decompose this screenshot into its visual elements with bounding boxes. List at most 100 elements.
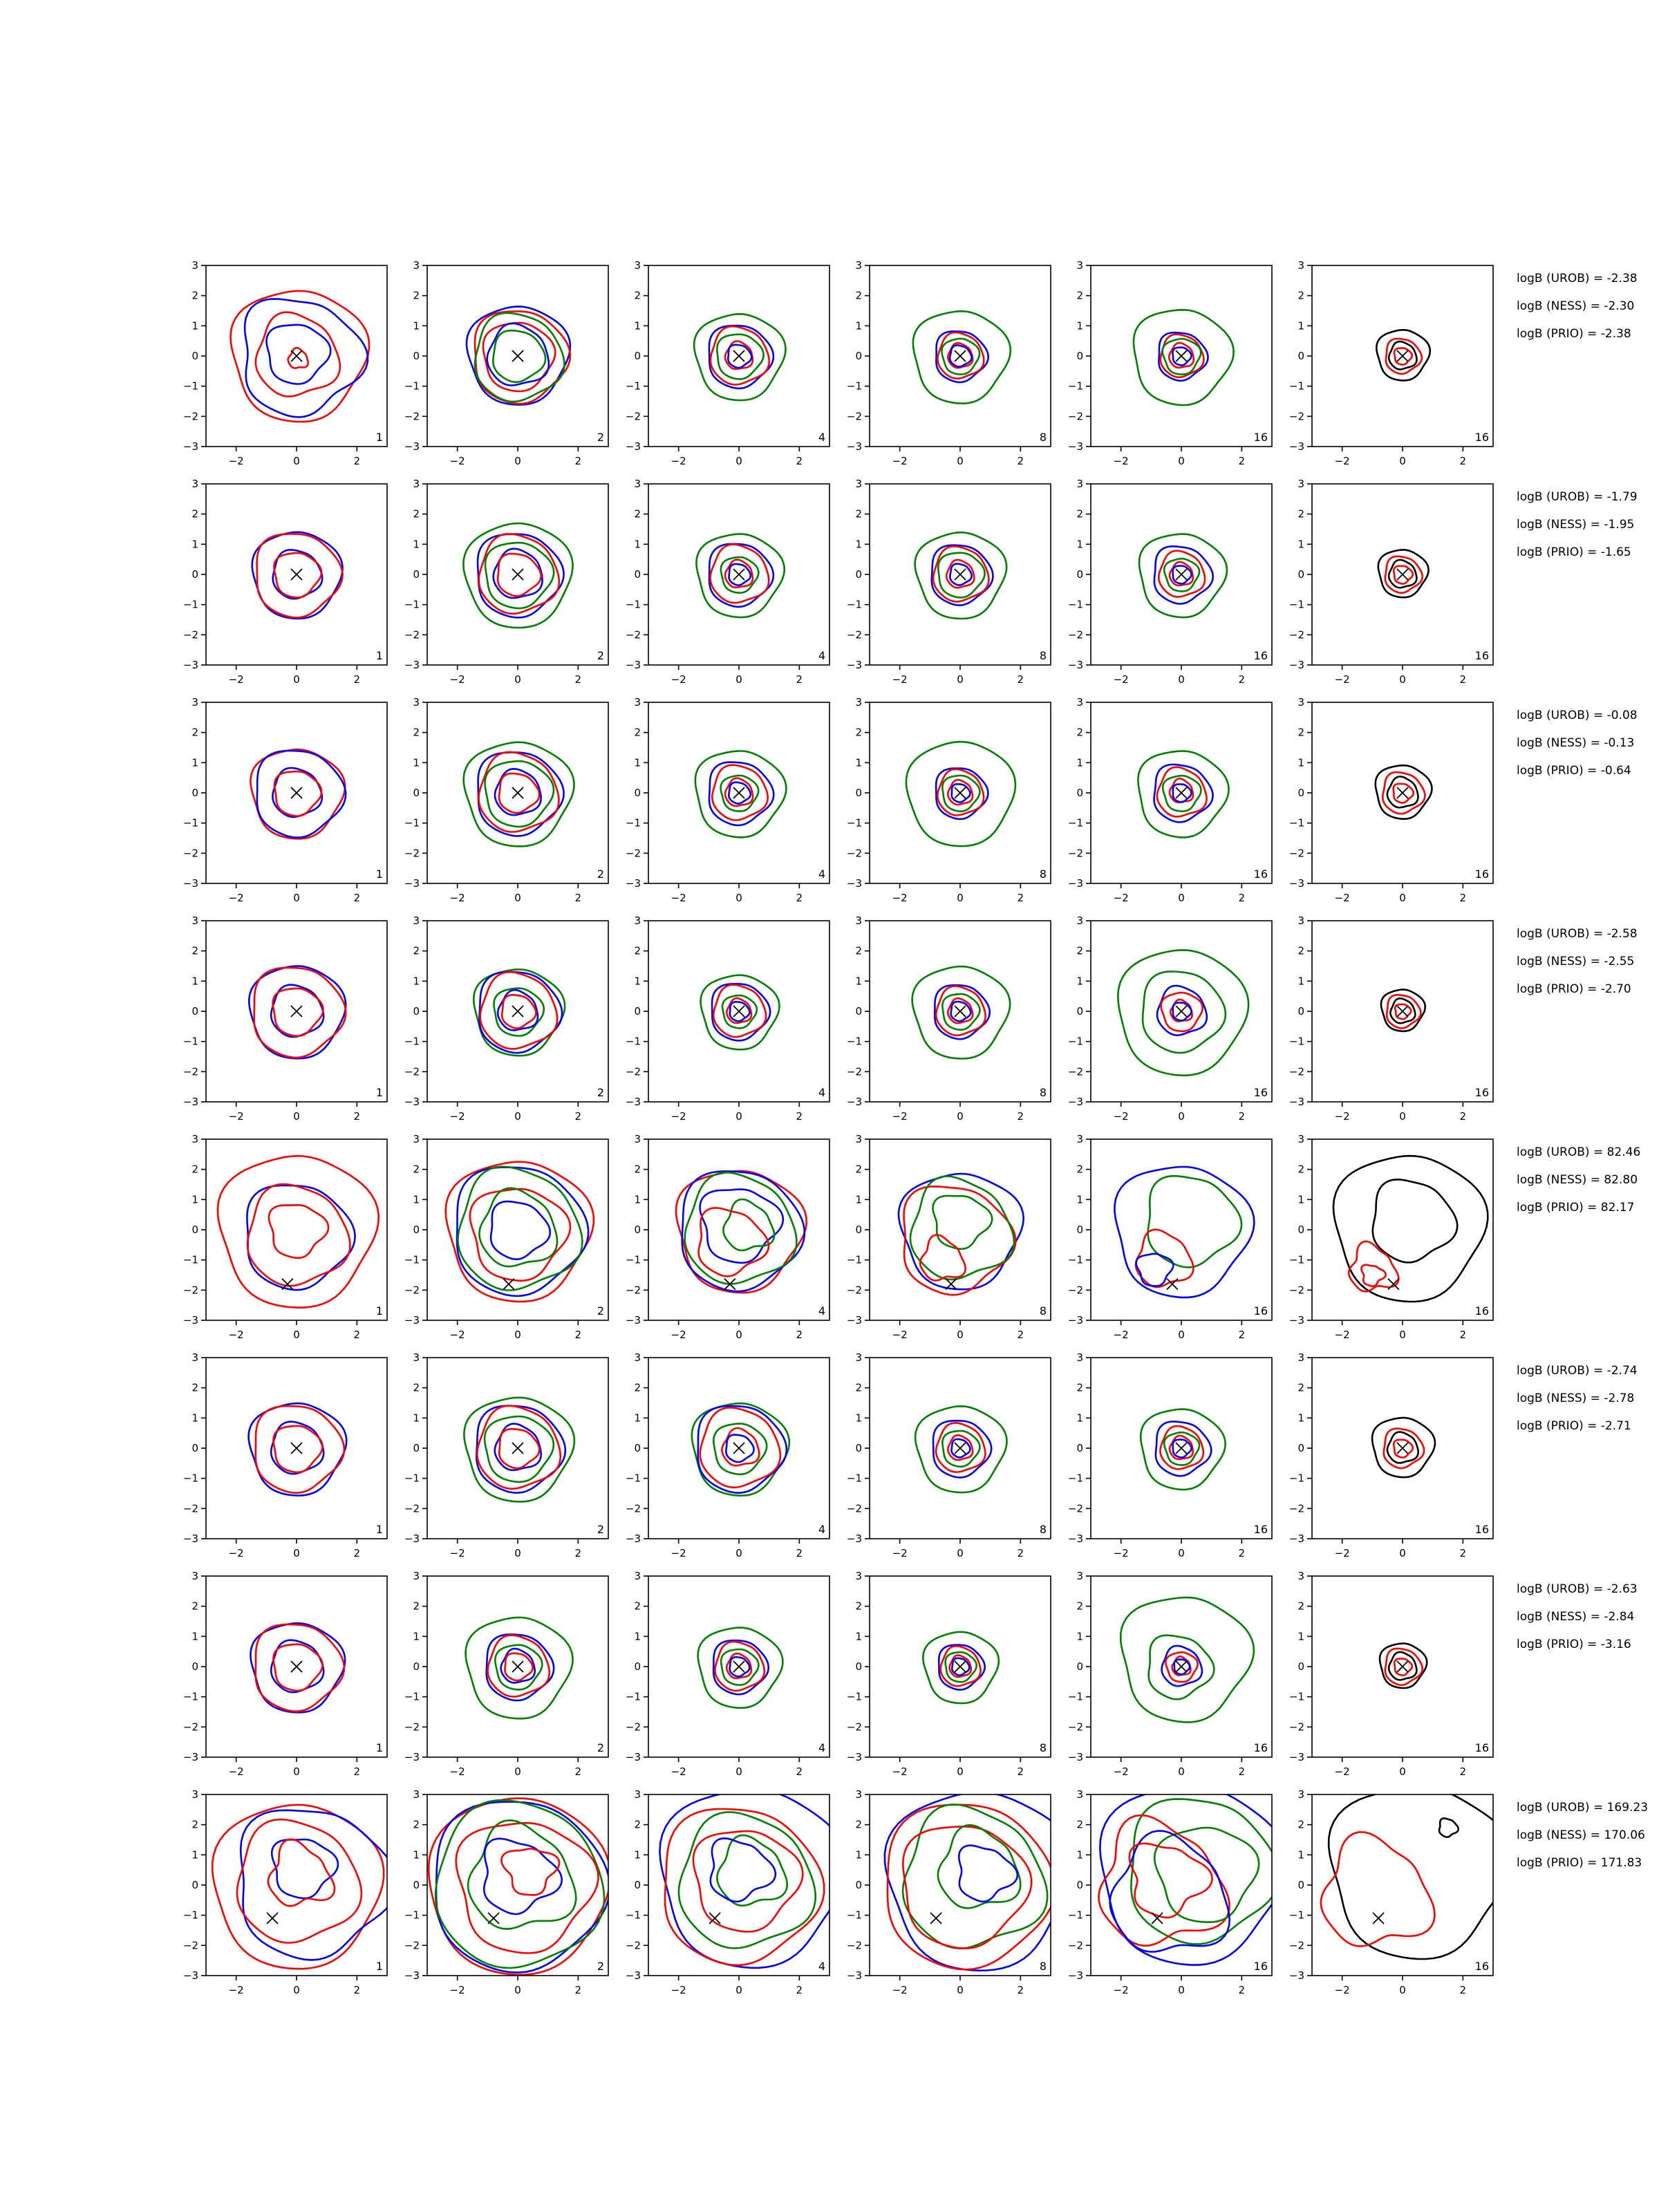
y-tick-label: −2 xyxy=(626,1721,641,1733)
panel-label: 1 xyxy=(376,649,383,662)
y-tick-label: −3 xyxy=(626,1751,641,1763)
x-tick-label: 2 xyxy=(354,1765,361,1778)
x-tick-label: 0 xyxy=(1178,1110,1185,1123)
contour-group xyxy=(462,522,574,629)
y-tick-label: 0 xyxy=(1076,350,1083,362)
y-tick-label: −1 xyxy=(1068,1691,1083,1703)
contour-group xyxy=(216,1154,379,1309)
contour-prio-5 xyxy=(726,997,753,1024)
contour-prio-1 xyxy=(427,1797,608,1976)
marker-stroke xyxy=(281,1277,294,1291)
panel-label: 4 xyxy=(818,1304,825,1318)
x-tick-label: 2 xyxy=(796,1329,803,1341)
y-tick-label: 0 xyxy=(1076,1224,1083,1236)
x-tick-label: 2 xyxy=(575,892,582,904)
y-tick-label: 3 xyxy=(634,696,641,709)
y-tick-label: 0 xyxy=(413,1005,420,1018)
x-tick-label: 2 xyxy=(1460,1984,1467,1996)
contour-prio-2 xyxy=(1385,994,1422,1029)
contour-ness-1 xyxy=(1138,533,1228,619)
y-tick-label: −1 xyxy=(183,817,198,830)
true-value-marker xyxy=(512,1005,524,1018)
panel-r3-c3: −2 0 2 −3 −2 −1 0 1 2 3 4 xyxy=(626,696,830,904)
contour-prio-5 xyxy=(945,559,975,589)
contour-prio-3 xyxy=(937,768,985,816)
panel-label: 1 xyxy=(376,431,383,444)
contour-group xyxy=(463,1396,576,1503)
y-tick-label: 1 xyxy=(413,1848,420,1861)
contour-reference-3 xyxy=(1387,559,1418,589)
panel-label: 8 xyxy=(1040,1304,1047,1318)
contour-prio-3 xyxy=(935,1422,986,1473)
x-tick-label: 2 xyxy=(1018,1110,1024,1123)
y-tick-label: 2 xyxy=(855,945,862,957)
y-tick-label: −1 xyxy=(1289,817,1304,830)
contour-ness-1 xyxy=(1139,1408,1226,1491)
contour-prio-6 xyxy=(500,994,537,1029)
y-tick-label: 1 xyxy=(413,1412,420,1424)
panel-label: 16 xyxy=(1254,1741,1268,1754)
y-tick-label: −2 xyxy=(626,1502,641,1515)
logb-label: logB (PRIO) = -0.64 xyxy=(1517,764,1631,778)
contour-prio-2 xyxy=(256,533,344,619)
x-tick-label: −2 xyxy=(671,1329,686,1341)
contour-group xyxy=(1378,1642,1428,1689)
y-tick-label: 0 xyxy=(191,1005,198,1018)
y-tick-label: 2 xyxy=(634,508,641,521)
y-tick-label: −3 xyxy=(1068,1751,1083,1763)
y-tick-label: 2 xyxy=(855,1382,862,1394)
true-value-marker xyxy=(954,1005,966,1018)
logb-label: logB (UROB) = 169.23 xyxy=(1517,1801,1648,1815)
y-tick-label: 1 xyxy=(634,538,641,550)
y-tick-label: −1 xyxy=(183,599,198,611)
y-tick-label: 3 xyxy=(1297,1133,1304,1145)
panel-label: 1 xyxy=(376,1741,383,1754)
y-tick-label: 3 xyxy=(855,1788,862,1801)
y-tick-label: 1 xyxy=(634,1412,641,1424)
contour-urob-3 xyxy=(270,1639,325,1694)
x-tick-label: −2 xyxy=(450,1110,465,1123)
contour-prio-3 xyxy=(487,1634,551,1698)
contour-urob-4 xyxy=(265,324,332,385)
y-tick-label: 0 xyxy=(855,568,862,581)
y-tick-label: 2 xyxy=(634,290,641,302)
x-tick-label: 0 xyxy=(1178,1329,1185,1341)
y-tick-label: −1 xyxy=(183,1254,198,1266)
panel-r2-c2: −2 0 2 −3 −2 −1 0 1 2 3 2 xyxy=(404,478,609,686)
true-value-marker xyxy=(266,1912,279,1924)
x-tick-label: 0 xyxy=(735,1110,742,1123)
y-tick-label: −3 xyxy=(626,1314,641,1327)
contour-prio-2 xyxy=(1382,1427,1425,1470)
contour-ness-5 xyxy=(478,1187,559,1268)
y-tick-label: 2 xyxy=(1297,508,1304,521)
y-tick-label: 3 xyxy=(1297,1570,1304,1582)
contour-group xyxy=(1380,988,1426,1033)
logb-label: logB (UROB) = -1.79 xyxy=(1517,490,1638,504)
contour-group xyxy=(914,1405,1008,1494)
marker-stroke xyxy=(1151,1912,1163,1924)
contour-urob-6 xyxy=(1173,1658,1191,1676)
x-tick-label: 0 xyxy=(293,455,300,467)
contour-urob-2 xyxy=(239,1809,387,1961)
marker-stroke xyxy=(512,350,524,362)
x-tick-label: −2 xyxy=(229,892,244,904)
y-tick-label: −2 xyxy=(847,1721,862,1733)
y-tick-label: −1 xyxy=(1068,1909,1083,1922)
y-tick-label: 1 xyxy=(855,756,862,769)
y-tick-label: −2 xyxy=(1068,1065,1083,1078)
true-value-marker xyxy=(1396,1442,1409,1454)
y-tick-label: −1 xyxy=(626,1035,641,1048)
y-tick-label: 0 xyxy=(413,787,420,799)
x-tick-label: −2 xyxy=(1335,1765,1350,1778)
y-tick-label: 1 xyxy=(634,975,641,987)
contour-prio-6 xyxy=(498,772,541,814)
y-tick-label: −3 xyxy=(626,877,641,890)
contour-ness-1 xyxy=(914,531,1008,620)
contour-ness-1 xyxy=(1132,309,1235,406)
contour-urob-3 xyxy=(270,1421,325,1475)
contour-prio-4 xyxy=(1393,347,1414,366)
contour-group xyxy=(229,290,371,423)
x-tick-label: −2 xyxy=(671,1110,686,1123)
panel-r6-c6: −2 0 2 −3 −2 −1 0 1 2 3 16 xyxy=(1289,1351,1494,1559)
y-tick-label: 2 xyxy=(634,945,641,957)
